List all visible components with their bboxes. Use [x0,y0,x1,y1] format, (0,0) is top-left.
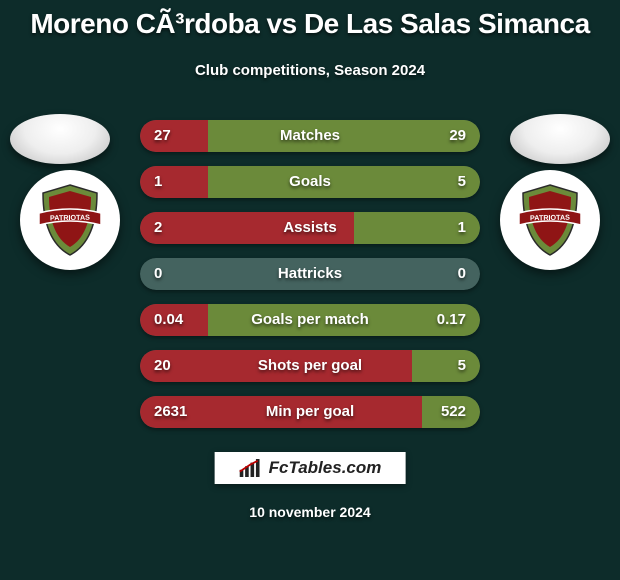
stat-value-right: 522 [441,396,466,428]
page-title: Moreno CÃ³rdoba vs De Las Salas Simanca [0,8,620,40]
date-label: 10 november 2024 [0,504,620,520]
player-left-avatar [10,114,110,164]
stat-row: Shots per goal20 5 [140,350,480,382]
stat-value-left: 27 [154,120,171,152]
svg-text:PATRIOTAS: PATRIOTAS [50,213,90,223]
stat-value-right: 1 [458,212,466,244]
stat-row: Min per goal2631 522 [140,396,480,428]
stat-value-right: 5 [458,350,466,382]
player-right-avatar [510,114,610,164]
stat-label: Goals [140,166,480,198]
subtitle: Club competitions, Season 2024 [0,62,620,79]
stat-row: Matches27 29 [140,120,480,152]
stat-value-right: 5 [458,166,466,198]
stat-label: Min per goal [140,396,480,428]
club-badge-left: PATRIOTAS [20,170,120,270]
stat-value-right: 0.17 [437,304,466,336]
footer-logo: FcTables.com [215,452,406,484]
stat-label: Matches [140,120,480,152]
svg-text:PATRIOTAS: PATRIOTAS [530,213,570,223]
stat-row: Assists2 1 [140,212,480,244]
club-badge-right: PATRIOTAS [500,170,600,270]
shield-icon: PATRIOTAS [519,183,581,257]
stat-label: Assists [140,212,480,244]
stat-value-left: 1 [154,166,162,198]
stat-label: Hattricks [140,258,480,290]
stat-row: Hattricks0 0 [140,258,480,290]
shield-icon: PATRIOTAS [39,183,101,257]
stat-label: Goals per match [140,304,480,336]
stat-row: Goals1 5 [140,166,480,198]
stat-value-left: 20 [154,350,171,382]
stat-value-right: 0 [458,258,466,290]
stat-value-left: 0 [154,258,162,290]
stats-container: Matches2729Goals15Assists21Hattricks00Go… [140,120,480,442]
chart-icon [239,459,261,477]
stat-label: Shots per goal [140,350,480,382]
footer-logo-text: FcTables.com [269,458,382,478]
stat-value-left: 2631 [154,396,187,428]
stat-value-right: 29 [449,120,466,152]
stat-value-left: 2 [154,212,162,244]
stat-row: Goals per match0.04 0.17 [140,304,480,336]
comparison-infographic: Moreno CÃ³rdoba vs De Las Salas Simanca … [0,0,620,580]
stat-value-left: 0.04 [154,304,183,336]
